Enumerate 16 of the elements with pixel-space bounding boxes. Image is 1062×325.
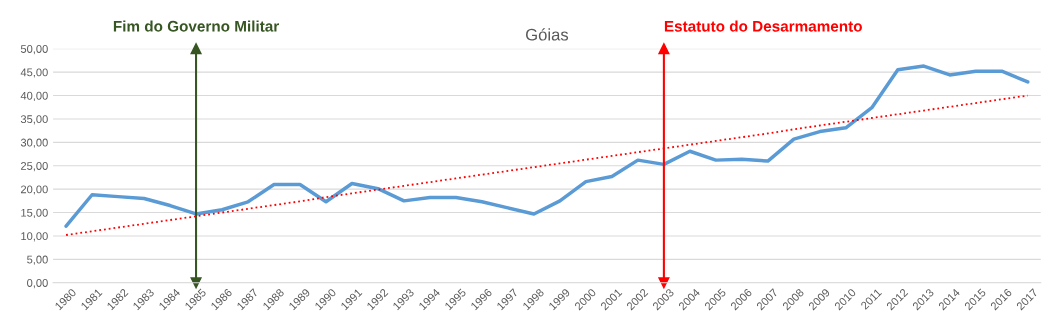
y-tick-label: 15,00	[21, 208, 48, 218]
y-tick-label: 25,00	[21, 162, 48, 172]
y-tick-label: 40,00	[20, 91, 48, 101]
y-tick-label: 35,00	[20, 115, 48, 125]
line-series	[65, 94, 1029, 236]
y-tick-label: 10,00	[21, 232, 48, 242]
y-tick-label: 45,00	[20, 68, 48, 78]
y-tick-label: 50,00	[20, 45, 48, 55]
y-tick-label: 0,00	[27, 279, 48, 289]
chart-title: Góias	[526, 28, 569, 41]
ref-line-label: Fim do Governo Militar	[113, 20, 280, 32]
ref-line-label: Estatuto do Desarmamento	[664, 20, 862, 32]
y-tick-label: 30,00	[20, 138, 48, 148]
y-tick-label: 5,00	[27, 255, 48, 265]
y-tick-label: 20,00	[21, 185, 48, 195]
line-series	[64, 64, 1030, 228]
